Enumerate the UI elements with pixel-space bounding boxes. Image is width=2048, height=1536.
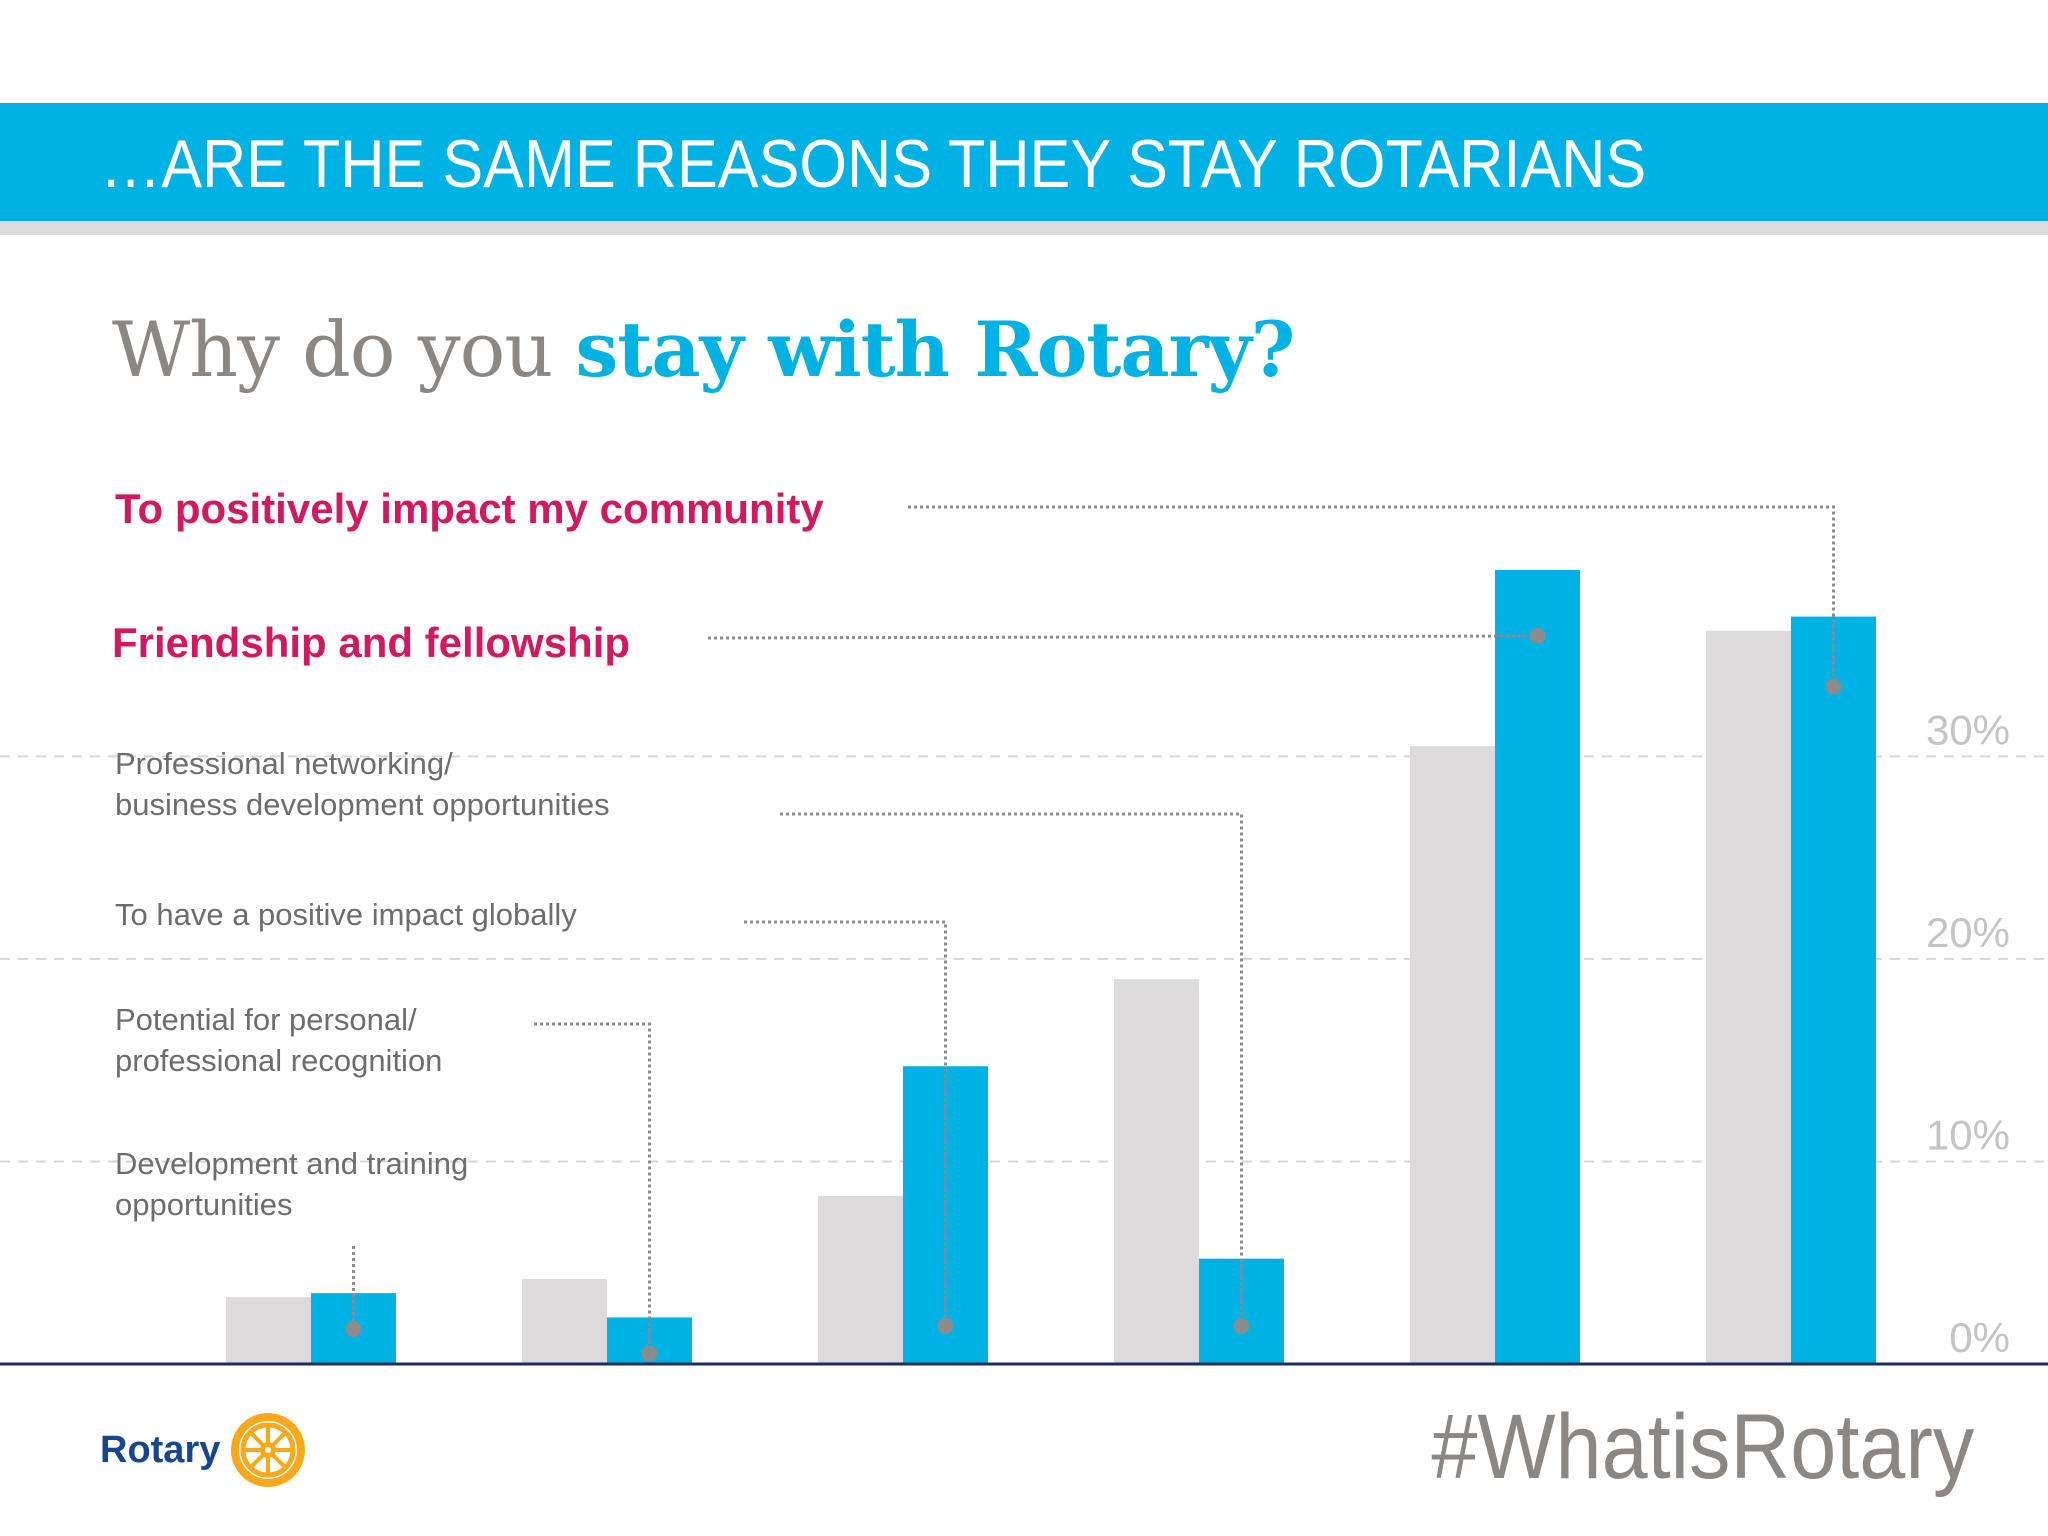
rotary-wheel-icon <box>231 1413 306 1487</box>
category-label-line: Professional networking/ <box>115 746 453 781</box>
y-tick-label: 30% <box>1926 706 2010 753</box>
connector-line-5 <box>707 634 1538 640</box>
category-label-line: professional recognition <box>115 1043 442 1078</box>
category-label-1: Development and training opportunities <box>115 1146 468 1222</box>
connector-dot-3 <box>937 1318 954 1334</box>
connector-dot-5 <box>1529 628 1546 644</box>
connector-dot-6 <box>1825 678 1842 695</box>
bar-series-b-4 <box>1199 1258 1284 1364</box>
y-tick-label: 0% <box>1949 1314 2010 1361</box>
title-banner <box>0 103 2048 221</box>
question-lead: Why do you <box>112 305 576 394</box>
category-label-line: business development opportunities <box>115 787 610 822</box>
bar-series-a-2 <box>522 1278 607 1364</box>
hashtag: #WhatisRotary <box>1431 1396 1974 1498</box>
category-label-6: To positively impact my community <box>115 485 824 532</box>
bar-series-a-6 <box>1706 630 1791 1364</box>
bar-series-a-4 <box>1114 979 1199 1364</box>
question-accent: stay with Rotary? <box>575 305 1296 394</box>
category-label-line: Development and training <box>115 1146 468 1181</box>
category-label-3: To have a positive impact globally <box>115 897 577 932</box>
category-label-line: To have a positive impact globally <box>115 897 577 932</box>
category-label-line: opportunities <box>115 1187 293 1222</box>
bar-series-a-5 <box>1410 746 1495 1364</box>
connector-line-6 <box>908 505 1835 687</box>
category-label-line: Friendship and fellowship <box>112 619 630 666</box>
banner-title: …ARE THE SAME REASONS THEY STAY ROTARIAN… <box>100 126 1647 202</box>
logo-wordmark: Rotary <box>100 1428 221 1471</box>
y-tick-label: 10% <box>1926 1111 2010 1158</box>
connector-dot-4 <box>1233 1318 1250 1334</box>
connector-line-2 <box>534 1022 651 1354</box>
chart-question: Why do you stay with Rotary? <box>112 300 1296 400</box>
category-label-4: Professional networking/business develop… <box>115 746 610 822</box>
banner-shadow <box>0 221 2048 235</box>
rotary-logo: Rotary <box>100 1410 308 1490</box>
bar-series-b-6 <box>1791 616 1876 1364</box>
connector-dot-2 <box>641 1345 658 1362</box>
category-label-2: Potential for personal/professional reco… <box>115 1002 442 1078</box>
category-label-5: Friendship and fellowship <box>112 619 630 666</box>
connector-line-3 <box>744 920 947 1326</box>
category-label-line: Potential for personal/ <box>115 1002 417 1037</box>
category-label-line: To positively impact my community <box>115 485 824 532</box>
bar-series-a-1 <box>226 1297 311 1364</box>
connector-dot-1 <box>345 1321 362 1338</box>
bar-series-b-5 <box>1495 570 1580 1364</box>
y-tick-label: 20% <box>1926 909 2010 956</box>
bar-series-a-3 <box>818 1195 903 1364</box>
